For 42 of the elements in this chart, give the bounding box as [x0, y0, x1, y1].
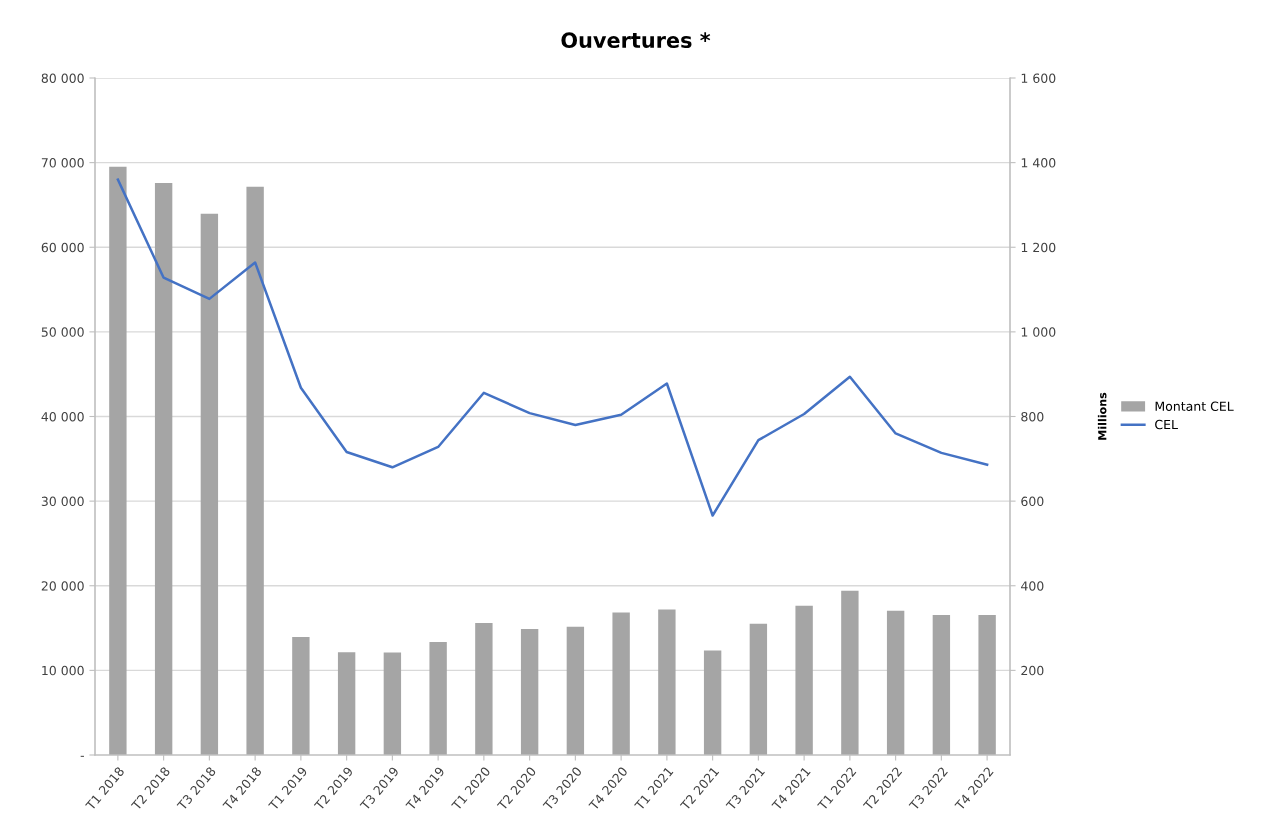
bar [429, 642, 447, 755]
y-tick-label: 60 000 [41, 242, 84, 253]
y-tick-label: 40 000 [41, 411, 84, 422]
bar [703, 650, 722, 755]
line-series [116, 178, 989, 517]
y-tick-label: 70 000 [41, 158, 84, 168]
y2-tick-label: 200 [1021, 665, 1044, 676]
y-tick-label: - [80, 755, 84, 757]
bar [795, 605, 813, 755]
y-tick-label: 30 000 [41, 496, 84, 507]
y-tick-label: 50 000 [41, 327, 84, 337]
y2-tick-label: 400 [1021, 581, 1044, 591]
legend-label: CEL [1155, 419, 1178, 430]
bar [383, 652, 402, 755]
bar [658, 609, 676, 755]
bar [337, 652, 356, 755]
bar [292, 636, 310, 755]
y-tick-label: 10 000 [42, 665, 84, 676]
bar [520, 628, 539, 755]
y2-tick-label: 1 200 [1021, 242, 1056, 253]
bar [109, 166, 127, 755]
y2-tick-label: 600 [1021, 496, 1044, 507]
chart-title: Ouvertures * [561, 32, 711, 49]
y-tick-label: 20 000 [41, 581, 84, 591]
bar [566, 626, 585, 755]
bar [246, 186, 264, 755]
y2-tick-label: 800 [1021, 411, 1044, 422]
bar [886, 610, 905, 755]
bar [612, 612, 630, 755]
legend-label: Montant CEL [1155, 401, 1234, 411]
bar [475, 622, 493, 755]
bar [749, 623, 768, 755]
y2-tick-label: 1 400 [1021, 158, 1056, 168]
bar [200, 213, 219, 755]
bar [978, 614, 996, 755]
y-tick-label: 80 000 [41, 73, 84, 83]
y2-axis-title: Millions [1097, 392, 1107, 440]
bar [841, 590, 859, 755]
y2-tick-label: 1 000 [1021, 327, 1056, 337]
bar [154, 182, 173, 755]
bar [932, 614, 951, 755]
y2-tick-label: 1 600 [1021, 73, 1056, 83]
